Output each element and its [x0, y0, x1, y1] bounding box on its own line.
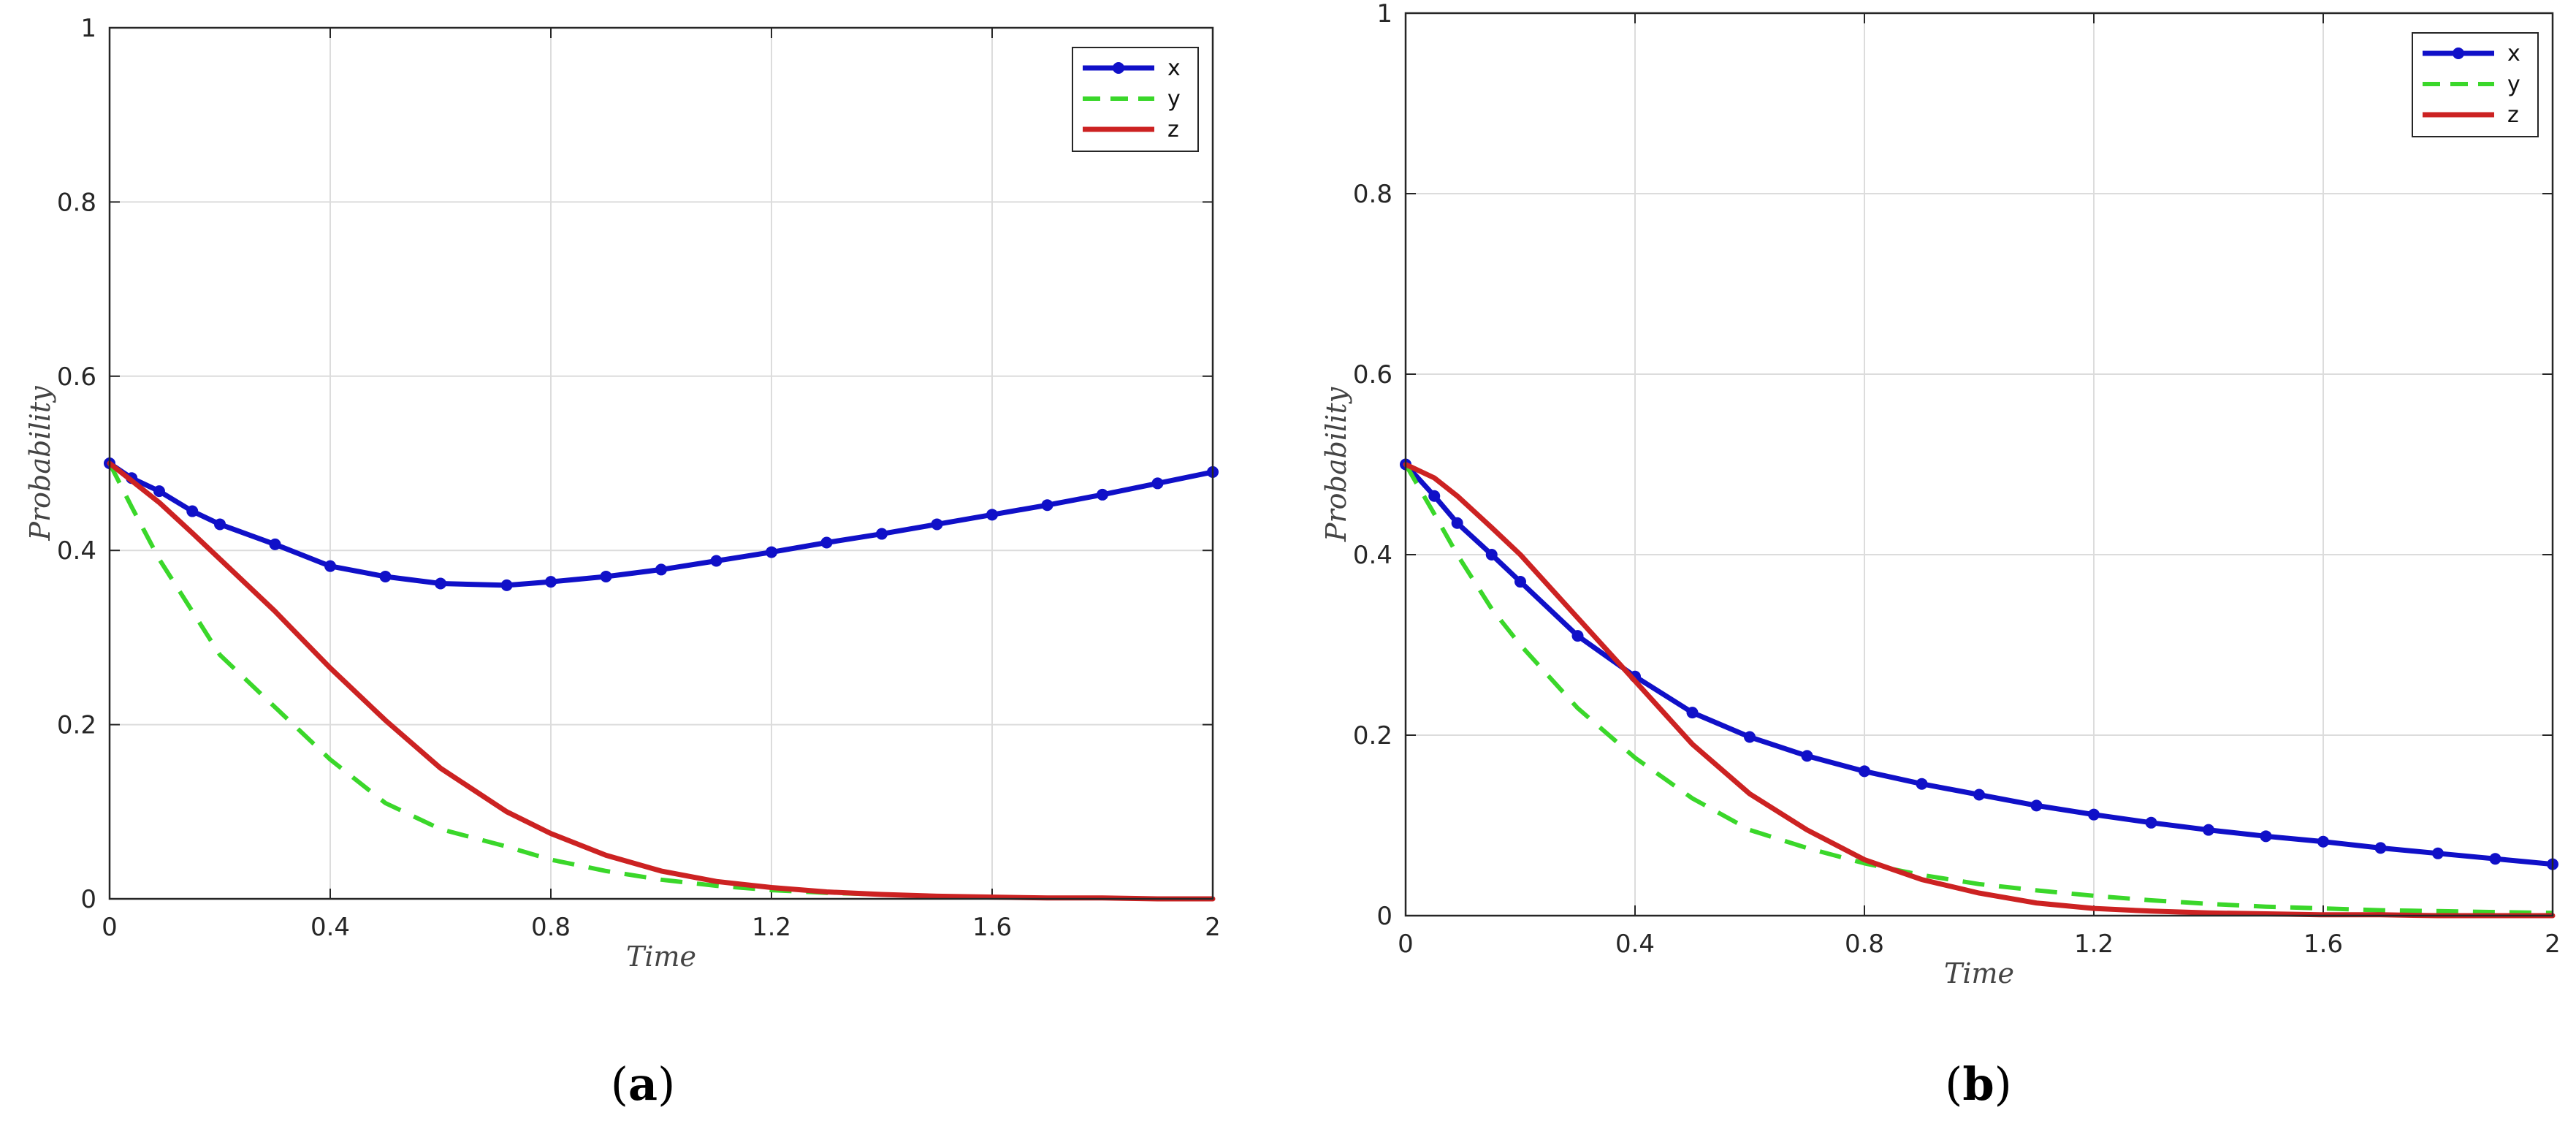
y-tick-label: 0.8	[57, 188, 96, 217]
legend-label-y: y	[2507, 72, 2520, 97]
series-line-y	[1403, 463, 2553, 916]
series-line-z	[107, 460, 1216, 902]
y-tick-label: 0	[80, 885, 96, 914]
x-tick-label: 2	[2545, 930, 2561, 959]
series-point-x	[2088, 808, 2100, 821]
x-tick-label: 0.8	[531, 913, 571, 942]
legend-label-y: y	[1167, 86, 1181, 112]
series-point-x	[269, 538, 281, 550]
series-point-x	[766, 546, 777, 558]
axes-box	[108, 26, 1214, 900]
y-tick-label: 0	[1376, 902, 1392, 931]
series-point-x	[435, 577, 446, 590]
series-point-x	[1859, 765, 1870, 778]
legend-marker-x	[1113, 62, 1124, 74]
series-point-x	[1744, 731, 1756, 743]
x-tick-label: 1.6	[2303, 930, 2343, 959]
legend-label-z: z	[2507, 102, 2519, 128]
series-point-x	[379, 570, 392, 582]
series-point-x	[1041, 499, 1053, 512]
x-tick-label: 2	[1205, 913, 1221, 942]
x-axis-label: Time	[626, 940, 696, 973]
series-point-x	[2260, 830, 2272, 843]
chart-panel-b: 0 0.4 0.8 1.2 1.6 2 0 0.2 0.4 0.6 0.8 1 Time Probabil…	[1320, 0, 2561, 1111]
y-tick-label: 0.6	[57, 362, 96, 392]
plot-area	[110, 28, 1213, 899]
series-point-x	[710, 555, 723, 567]
series-point-x	[600, 570, 612, 582]
panel-label: (a)	[611, 1057, 676, 1111]
series-point-x	[2317, 835, 2329, 848]
x-tick-label: 0.4	[1615, 930, 1655, 959]
y-tick-label: 0.8	[1353, 180, 1392, 209]
series-point-x	[1686, 707, 1699, 719]
y-axis-label: Probability	[1320, 387, 1352, 542]
legend-label-z: z	[1167, 117, 1179, 142]
series-point-x	[655, 563, 667, 576]
series-point-x	[153, 485, 165, 498]
y-tick-label: 1	[1376, 0, 1392, 28]
legend: xyz	[1072, 47, 1199, 152]
series-point-x	[2432, 847, 2444, 859]
plot-area	[1406, 13, 2553, 916]
series-point-x	[931, 518, 943, 531]
series-point-x	[1151, 477, 1164, 490]
series-point-x	[500, 579, 513, 591]
series-point-x	[876, 528, 888, 540]
x-tick-label: 0	[102, 913, 118, 942]
series-point-x	[1514, 576, 1526, 588]
series-point-x	[1916, 778, 1928, 790]
series-point-x	[2374, 842, 2387, 854]
series-point-x	[986, 509, 998, 521]
series-point-x	[2145, 816, 2157, 829]
y-tick-label: 0.2	[1353, 721, 1392, 750]
series-point-x	[2489, 853, 2501, 865]
series-point-x	[324, 560, 336, 572]
legend-label-x: x	[1167, 56, 1181, 81]
legend-marker-x	[2453, 48, 2464, 59]
series-point-x	[214, 518, 226, 531]
y-tick-label: 1	[80, 14, 96, 43]
legend: xyz	[2412, 32, 2539, 137]
legend-label-x: x	[2507, 41, 2520, 66]
x-tick-label: 0.4	[310, 913, 350, 942]
series-point-x	[820, 536, 833, 549]
x-tick-label: 1.6	[972, 913, 1012, 942]
x-tick-label: 0	[1398, 930, 1414, 959]
series-point-x	[2030, 799, 2043, 812]
series-point-x	[2203, 824, 2214, 836]
x-tick-label: 1.2	[752, 913, 791, 942]
series-point-x	[1428, 490, 1441, 502]
y-tick-label: 0.4	[1353, 541, 1392, 570]
series-point-x	[545, 576, 557, 588]
series-point-x	[1451, 517, 1463, 529]
series-point-x	[186, 505, 199, 517]
series-point-x	[1097, 488, 1108, 501]
chart-panel-a: 0 0.4 0.8 1.2 1.6 2 0 0.2 0.4 0.6 0.8 1 Time Probabil…	[24, 14, 1221, 1111]
series-point-x	[1801, 750, 1813, 762]
axes-box	[1404, 12, 2554, 917]
series-point-x	[1973, 788, 1985, 801]
x-tick-label: 0.8	[1845, 930, 1884, 959]
y-tick-label: 0.4	[57, 536, 96, 566]
series-point-x	[1571, 630, 1584, 642]
panel-label: (b)	[1945, 1057, 2012, 1111]
y-tick-label: 0.6	[1353, 360, 1392, 390]
x-tick-label: 1.2	[2074, 930, 2114, 959]
y-axis-label: Probability	[24, 386, 56, 542]
series-point-x	[1485, 549, 1498, 560]
x-axis-label: Time	[1944, 957, 2014, 989]
y-tick-label: 0.2	[57, 711, 96, 740]
